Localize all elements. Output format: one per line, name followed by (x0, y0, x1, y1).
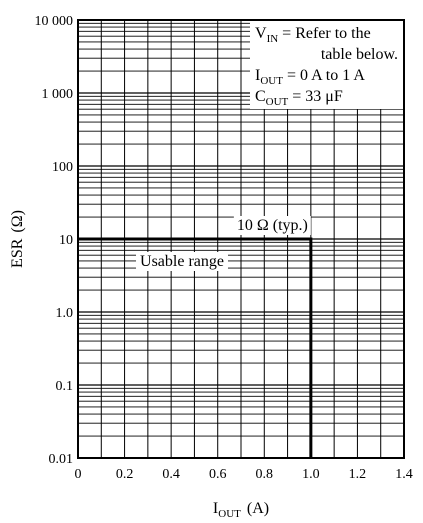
usable-range-boundary (78, 237, 313, 458)
y-tick-label: 10 000 (35, 14, 74, 29)
y-tick-label: 10 (59, 233, 73, 248)
conditions-line: COUT = 33 μF (255, 88, 343, 108)
x-tick-label: 1.2 (349, 467, 367, 482)
x-axis-label: IOUT (A) (213, 500, 269, 520)
x-tick-label: 0.8 (256, 467, 274, 482)
x-tick-label: 1.0 (302, 467, 320, 482)
y-tick-label: 0.1 (56, 379, 74, 394)
y-tick-label: 0.01 (49, 452, 74, 467)
x-tick-label: 0.6 (209, 467, 227, 482)
conditions-line: table below. (321, 46, 398, 63)
boundary-label: 10 Ω (typ.) (237, 217, 308, 234)
boundary-label-background (233, 216, 311, 235)
x-tick-label: 0.2 (116, 467, 134, 482)
y-axis-label: ESR(Ω) (9, 210, 26, 268)
y-tick-label: 1 000 (42, 87, 74, 102)
x-tick-label: 0 (75, 467, 82, 482)
conditions-box-background (250, 21, 403, 109)
conditions-line: IOUT = 0 A to 1 A (255, 67, 365, 87)
region-annotation: Usable range (136, 252, 228, 271)
boundary-annotation: 10 Ω (typ.) (233, 216, 311, 235)
x-tick-label: 0.4 (162, 467, 180, 482)
conditions-line: VIN = Refer to the (255, 25, 371, 45)
usable-range-label: Usable range (140, 253, 224, 270)
tick-labels: 0 0.2 0.4 0.6 0.8 1.0 1.2 1.4 0.01 0.1 1.0 10 100 1 0… (35, 14, 413, 482)
x-tick-label: 1.4 (395, 467, 413, 482)
y-tick-label: 1.0 (56, 306, 74, 321)
y-tick-label: 100 (52, 160, 73, 175)
boundary-line (78, 237, 313, 458)
region-label-background (136, 252, 228, 271)
